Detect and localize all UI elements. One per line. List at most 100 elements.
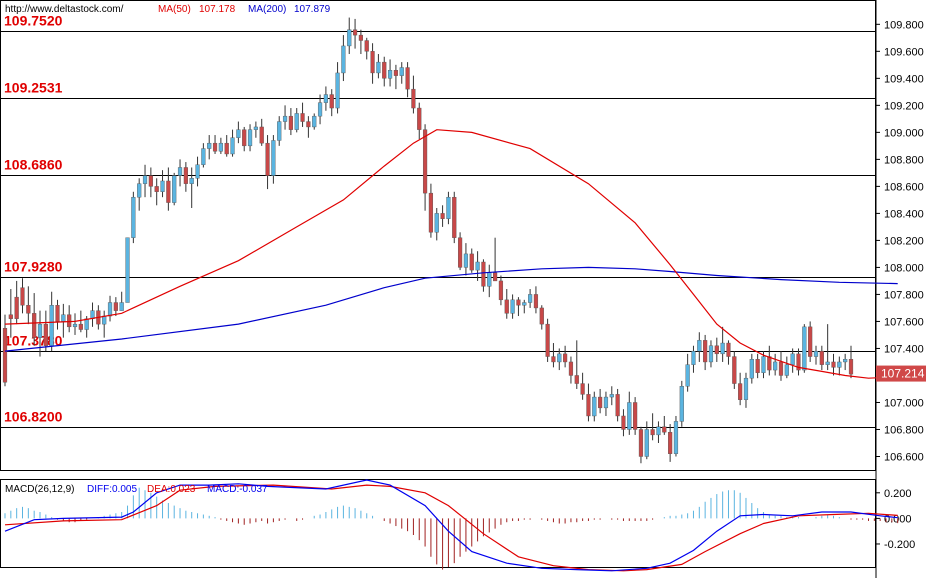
macd-tick-label: 0.200 bbox=[884, 488, 912, 500]
candle bbox=[533, 286, 539, 314]
candle-body bbox=[837, 361, 842, 368]
candle-body bbox=[172, 175, 177, 203]
source-url: http://www.deltastock.com/ bbox=[5, 4, 124, 15]
candle bbox=[633, 397, 638, 435]
level-label: 107.9280 bbox=[4, 259, 63, 275]
candle-body bbox=[586, 394, 591, 417]
candle-body bbox=[347, 29, 352, 47]
candle-body bbox=[107, 302, 113, 317]
candle-body bbox=[230, 137, 235, 155]
candle-body bbox=[364, 40, 369, 52]
candle-body bbox=[802, 326, 807, 371]
candle bbox=[230, 129, 235, 157]
chart-header: http://www.deltastock.com/ MA(50) 107.17… bbox=[5, 4, 331, 15]
candle bbox=[323, 86, 328, 111]
candle-body bbox=[341, 45, 346, 74]
candle bbox=[767, 345, 772, 376]
candle bbox=[522, 299, 527, 314]
candle bbox=[574, 340, 579, 389]
candle bbox=[341, 35, 346, 82]
candle-body bbox=[568, 361, 574, 376]
candle bbox=[417, 102, 422, 140]
candle-body bbox=[749, 359, 754, 379]
candle-body bbox=[312, 115, 317, 128]
candle bbox=[189, 167, 194, 208]
candle-body bbox=[288, 115, 293, 130]
candle bbox=[32, 293, 37, 346]
candle bbox=[469, 248, 474, 273]
candle-body bbox=[732, 356, 737, 384]
candle bbox=[580, 372, 585, 400]
candle-body bbox=[574, 375, 579, 384]
candle bbox=[14, 280, 19, 325]
candle bbox=[738, 372, 743, 406]
candle bbox=[708, 340, 714, 368]
candle bbox=[282, 105, 288, 130]
ma50-line bbox=[4, 129, 898, 379]
candle-body bbox=[183, 167, 188, 184]
candle-body bbox=[382, 61, 387, 79]
candle-body bbox=[720, 342, 725, 355]
candle bbox=[107, 295, 113, 322]
candle-body bbox=[37, 323, 43, 338]
candle bbox=[662, 415, 667, 435]
candle bbox=[825, 324, 830, 371]
candle-body bbox=[819, 350, 824, 365]
price-tick-label: 109.200 bbox=[884, 100, 924, 112]
candle-body bbox=[207, 142, 212, 149]
candle-body bbox=[317, 102, 323, 117]
candle-body bbox=[808, 326, 813, 357]
candle bbox=[697, 332, 702, 362]
candle bbox=[457, 232, 463, 271]
ma50-legend-label: MA(50) bbox=[158, 4, 191, 15]
candle-body bbox=[177, 167, 183, 176]
price-tick-label: 109.600 bbox=[884, 46, 924, 58]
candle-body bbox=[563, 353, 568, 363]
candle bbox=[434, 207, 439, 241]
candle bbox=[796, 348, 801, 376]
candle-body bbox=[306, 121, 311, 128]
candle-body bbox=[784, 364, 789, 376]
candle-body bbox=[49, 305, 54, 346]
price-tick-label: 108.600 bbox=[884, 181, 924, 193]
candle-body bbox=[294, 113, 299, 130]
candle bbox=[749, 353, 754, 384]
candle bbox=[516, 297, 521, 317]
candle-body bbox=[434, 213, 439, 233]
last-price-marker: 107.214 bbox=[876, 365, 926, 382]
candle-body bbox=[259, 126, 264, 144]
candle-body bbox=[265, 142, 270, 176]
price-tick-label: 107.600 bbox=[884, 316, 924, 328]
candle bbox=[563, 345, 568, 368]
candle bbox=[67, 305, 72, 333]
candle-body bbox=[633, 402, 638, 430]
candle bbox=[247, 124, 253, 152]
macd-tick-label: -0.200 bbox=[884, 539, 915, 551]
candle-body bbox=[14, 296, 19, 319]
candle-body bbox=[557, 353, 562, 363]
candle-body bbox=[154, 186, 159, 192]
candle-body bbox=[405, 67, 410, 90]
price-tick-label: 106.600 bbox=[884, 451, 924, 463]
candle bbox=[568, 356, 574, 384]
candle-body bbox=[825, 361, 830, 365]
candle bbox=[306, 116, 311, 138]
candle-body bbox=[78, 323, 83, 330]
candle bbox=[743, 372, 749, 408]
candle-body bbox=[242, 129, 247, 147]
candle bbox=[808, 321, 813, 362]
candle bbox=[183, 162, 188, 192]
candle bbox=[78, 310, 83, 333]
candle-body bbox=[90, 310, 95, 319]
ma200-line bbox=[4, 266, 898, 352]
price-tick-label: 109.400 bbox=[884, 73, 924, 85]
candle-body bbox=[195, 164, 200, 179]
candle bbox=[335, 62, 340, 114]
candle bbox=[837, 356, 842, 376]
candle-body bbox=[627, 402, 632, 430]
candle bbox=[679, 380, 684, 427]
candle bbox=[358, 29, 363, 55]
candle-body bbox=[796, 353, 801, 371]
candle bbox=[259, 118, 264, 146]
candle bbox=[55, 299, 60, 330]
